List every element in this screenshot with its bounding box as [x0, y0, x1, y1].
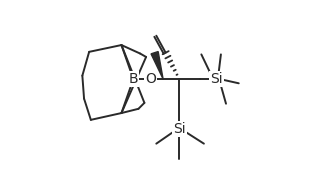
Text: O: O [145, 72, 156, 86]
Text: Si: Si [210, 72, 223, 86]
Polygon shape [151, 52, 163, 79]
Text: B: B [129, 72, 138, 86]
Text: Si: Si [173, 122, 185, 136]
